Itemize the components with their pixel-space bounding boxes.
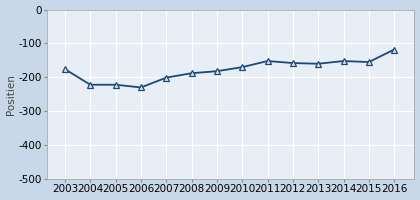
Y-axis label: Positien: Positien xyxy=(5,74,16,115)
